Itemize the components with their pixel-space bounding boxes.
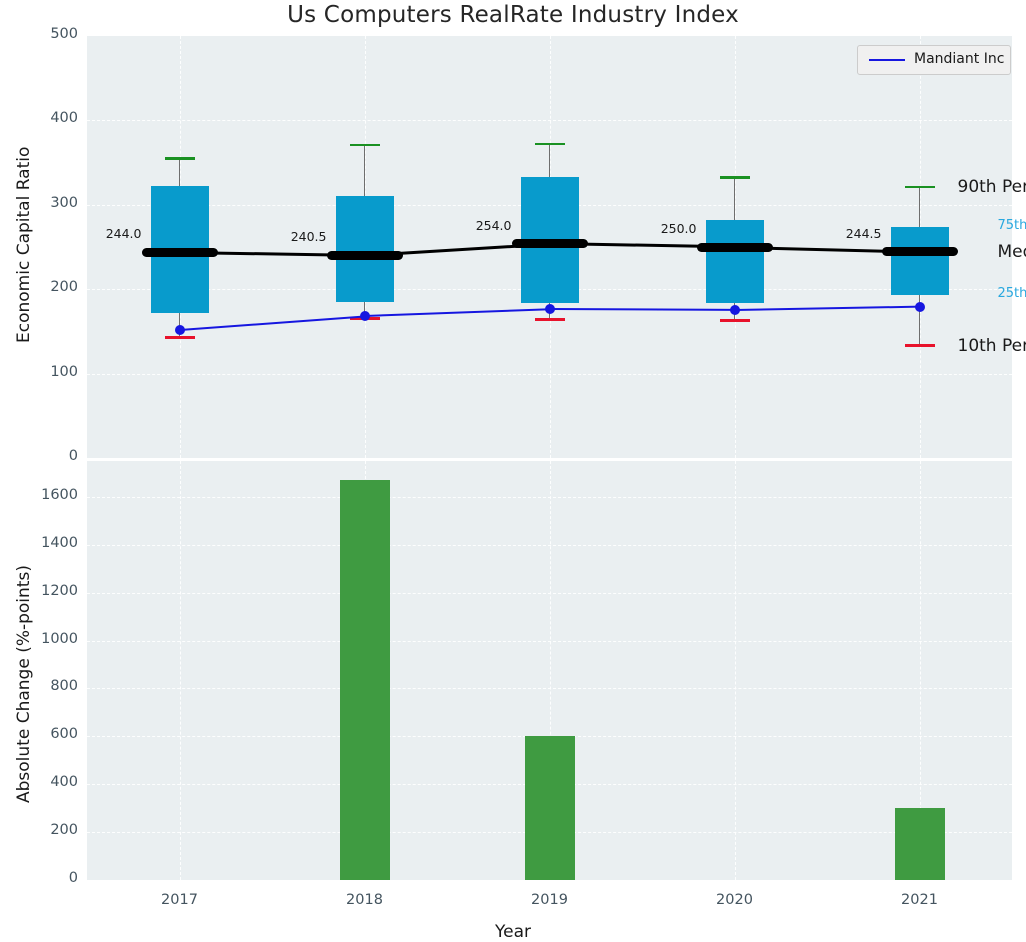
box-2021 [891,227,949,295]
bar-2021 [895,808,945,880]
y-tick-label-bottom: 0 [10,870,78,886]
box-2018 [336,196,394,302]
x-tick-label-2020: 2020 [695,892,775,908]
company-point-2019 [545,304,555,314]
legend-label-mandiant: Mandiant Inc [914,51,1004,67]
median-value-label-2017: 244.0 [70,226,142,241]
median-marker-2017 [142,248,218,257]
gridline-vertical [180,461,181,880]
chart-legend[interactable]: Mandiant Inc [857,45,1011,75]
p10-cap-2021 [905,344,935,347]
y-tick-label-top: 100 [20,364,78,380]
box-2020 [706,220,764,303]
p90-cap-2017 [165,157,195,160]
bar-2018 [340,480,390,880]
y-axis-title-bottom: Absolute Change (%-points) [14,565,34,803]
bar-2019 [525,736,575,880]
annotation-10th-percentile: 10th Percentile [958,336,1026,356]
y-tick-label-bottom: 1600 [10,487,78,503]
p90-cap-2021 [905,186,935,189]
x-axis-title: Year [0,922,1026,942]
median-marker-2019 [512,239,588,248]
gridline-horizontal [87,880,1012,881]
x-tick-label-2018: 2018 [325,892,405,908]
y-tick-label-bottom: 1400 [10,535,78,551]
p10-cap-2019 [535,318,565,321]
median-value-label-2021: 244.5 [810,226,882,241]
median-value-label-2018: 240.5 [255,229,327,244]
p90-cap-2019 [535,143,565,146]
y-tick-label-top: 500 [20,26,78,42]
p10-cap-2020 [720,319,750,322]
annotation-25th-percentile: 25th Percentile [998,286,1026,301]
gridline-horizontal [87,458,1012,459]
y-axis-title-top: Economic Capital Ratio [14,147,34,343]
median-value-label-2020: 250.0 [625,221,697,236]
company-point-2020 [730,305,740,315]
annotation-90th-percentile: 90th Percentile [958,177,1026,197]
chart-title: Us Computers RealRate Industry Index [0,2,1026,28]
p10-cap-2017 [165,336,195,339]
y-tick-label-top: 0 [20,448,78,464]
x-tick-label-2019: 2019 [510,892,590,908]
legend-line-mandiant [869,59,905,61]
y-tick-label-bottom: 200 [10,822,78,838]
annotation-75th-percentile: 75th Percentile [998,218,1026,233]
median-marker-2018 [327,251,403,260]
p90-cap-2020 [720,176,750,179]
median-marker-2021 [882,247,958,256]
company-point-2017 [175,325,185,335]
p90-cap-2018 [350,144,380,147]
y-tick-label-top: 400 [20,110,78,126]
x-tick-label-2021: 2021 [880,892,960,908]
company-point-2018 [360,311,370,321]
gridline-vertical [735,461,736,880]
chart-figure: Us Computers RealRate Industry Index 0 10… [0,0,1026,942]
median-value-label-2019: 254.0 [440,218,512,233]
median-marker-2020 [697,243,773,252]
annotation-median: Median [998,242,1026,262]
x-tick-label-2017: 2017 [140,892,220,908]
company-point-2021 [915,302,925,312]
